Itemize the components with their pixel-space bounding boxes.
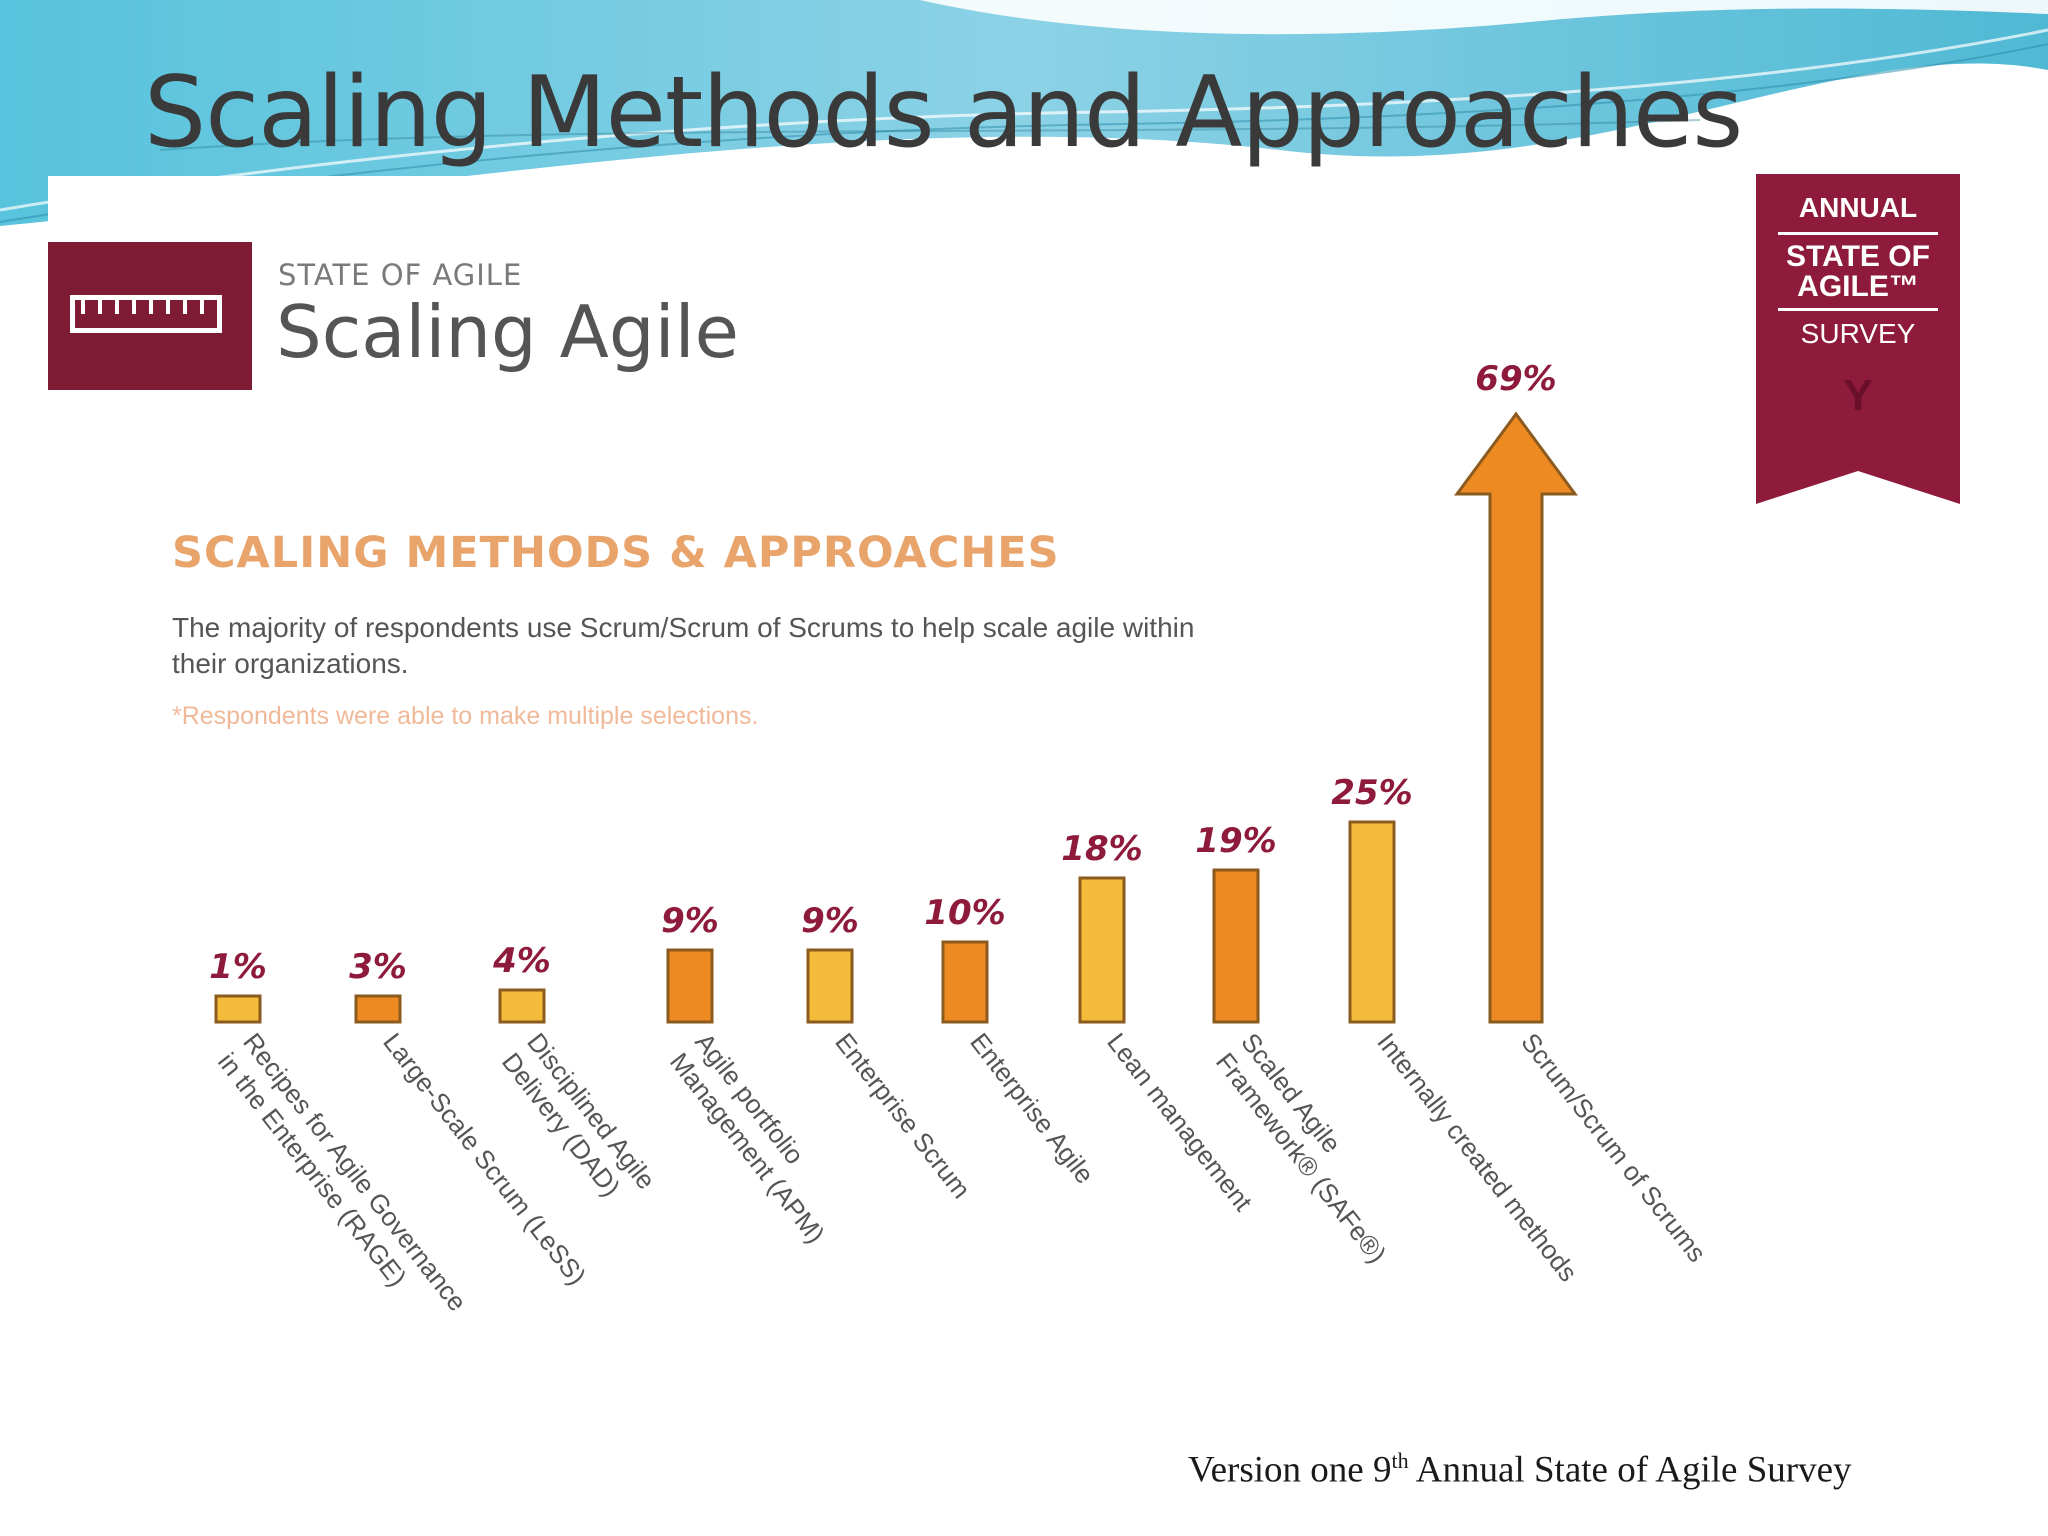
value-label: 25% [1331, 773, 1412, 813]
infographic-title: Scaling Agile [276, 290, 739, 374]
value-label: 9% [801, 901, 859, 941]
wave-background [0, 0, 2048, 226]
bar [1078, 876, 1126, 1024]
value-label: 3% [349, 947, 407, 987]
tick-label: Enterprise Agile [964, 1027, 1100, 1189]
tick-label: Enterprise Scrum [829, 1027, 976, 1204]
footnote: *Respondents were able to make multiple … [172, 702, 759, 730]
value-label: 19% [1195, 821, 1276, 861]
bar [498, 988, 546, 1024]
bar-chart: 1%Recipes for Agile Governancein the Ent… [209, 359, 1712, 1317]
bar [941, 940, 989, 1024]
badge-agile: AGILE™ [1797, 270, 1919, 303]
ruler-icon [48, 242, 252, 390]
ribbon-badge-icon: ANNUAL STATE OF AGILE™ SURVEY Y [1756, 174, 1960, 504]
infographic: STATE OF AGILE Scaling Agile SCALING MET… [48, 176, 1982, 1390]
value-label: 4% [492, 941, 551, 981]
badge-survey: SURVEY [1800, 318, 1916, 349]
value-label: 1% [209, 947, 267, 987]
source-credit-superscript: th [1391, 1448, 1409, 1473]
infographic-kicker: STATE OF AGILE [278, 258, 523, 292]
slide-title: Scaling Methods and Approaches [144, 56, 1743, 170]
badge-state-of: STATE OF [1786, 240, 1930, 273]
bar [666, 948, 714, 1024]
source-credit-suffix: Annual State of Agile Survey [1408, 1449, 1852, 1491]
badge-logo-mark: Y [1843, 371, 1873, 420]
tick-label: Agile portfolioManagement (APM) [664, 1027, 856, 1249]
bar [1348, 820, 1396, 1024]
badge-annual: ANNUAL [1798, 192, 1918, 223]
value-label: 18% [1061, 829, 1142, 869]
description: The majority of respondents use Scrum/Sc… [172, 612, 1195, 679]
section-heading: SCALING METHODS & APPROACHES [172, 528, 1060, 578]
value-label: 9% [661, 901, 719, 941]
source-credit-prefix: Version one 9 [1188, 1449, 1392, 1491]
bar [1212, 868, 1260, 1024]
up-arrow-icon [1454, 411, 1578, 1024]
bar [354, 994, 402, 1024]
value-label: 10% [924, 893, 1005, 933]
bar [214, 994, 262, 1024]
value-label: 69% [1475, 359, 1556, 399]
source-credit: Version one 9th Annual State of Agile Su… [1188, 1448, 1852, 1491]
bar [806, 948, 854, 1024]
